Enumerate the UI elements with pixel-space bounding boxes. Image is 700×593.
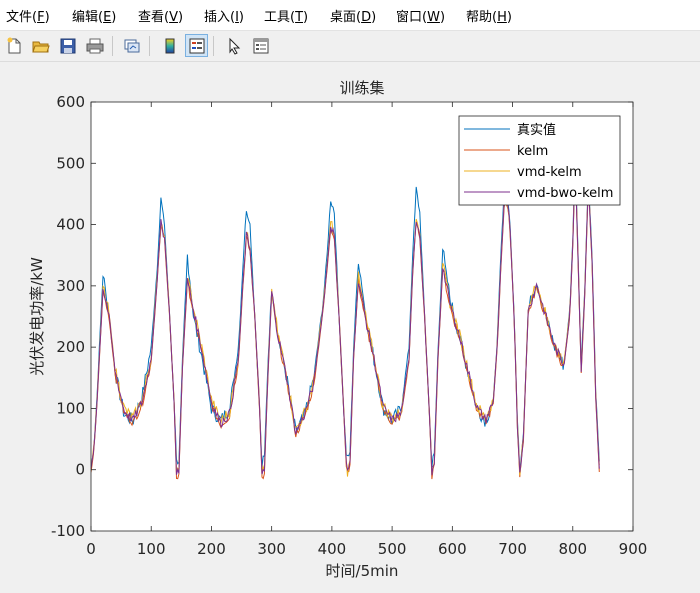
legend[interactable]: 真实值 kelm vmd-kelm vmd-bwo-kelm xyxy=(458,115,621,206)
pointer-icon xyxy=(225,37,243,55)
y-tick-label: 200 xyxy=(56,338,85,356)
legend-box xyxy=(458,115,621,206)
x-tick-label: 800 xyxy=(558,540,587,558)
legend-label-0: 真实值 xyxy=(517,122,556,138)
menu-item-7[interactable]: 帮助(H) xyxy=(466,10,512,25)
save-button[interactable] xyxy=(56,34,79,57)
legend-label-2: vmd-kelm xyxy=(517,165,582,180)
y-tick-label: 300 xyxy=(56,277,85,295)
x-tick-label: 200 xyxy=(197,540,226,558)
line-chart: 0 100 200 300 400 500 600 700 800 900-10001002003… xyxy=(0,62,700,589)
open-folder-icon xyxy=(31,37,50,55)
toolbar-separator xyxy=(149,36,150,56)
y-tick-label: 100 xyxy=(56,399,85,417)
new-file-button[interactable] xyxy=(2,34,25,57)
toolbar-separator xyxy=(213,36,214,56)
axes-frame xyxy=(90,101,634,532)
new-file-icon xyxy=(5,37,23,55)
menu-item-2[interactable]: 查看(V) xyxy=(138,10,184,25)
legend-icon xyxy=(188,37,206,55)
figure-toolbar xyxy=(0,31,700,62)
colorbar-icon xyxy=(161,37,179,55)
x-tick-label: 300 xyxy=(257,540,286,558)
y-tick-label: 600 xyxy=(56,93,85,111)
print-icon xyxy=(86,37,104,55)
x-tick-label: 100 xyxy=(137,540,166,558)
legend-label-1: kelm xyxy=(517,144,548,159)
x-tick-label: 700 xyxy=(498,540,527,558)
link-plot-button[interactable] xyxy=(120,34,143,57)
menu-item-5[interactable]: 桌面(D) xyxy=(330,10,377,25)
x-axis-label: 时间/5min xyxy=(326,562,399,580)
x-tick-label: 600 xyxy=(438,540,467,558)
x-tick-label: 900 xyxy=(619,540,648,558)
x-tick-label: 400 xyxy=(318,540,347,558)
chart-title: 训练集 xyxy=(339,79,384,97)
legend-button[interactable] xyxy=(185,34,208,57)
menu-item-3[interactable]: 插入(I) xyxy=(204,10,244,25)
figure-area: 0 100 200 300 400 500 600 700 800 900 -100 0 100 200 3… xyxy=(0,62,700,589)
menu-item-6[interactable]: 窗口(W) xyxy=(396,10,446,25)
pointer-button[interactable] xyxy=(222,34,245,57)
property-inspector-icon xyxy=(252,37,270,55)
y-tick-label: 500 xyxy=(56,154,85,172)
toolbar-separator xyxy=(112,36,113,56)
y-tick-label: -100 xyxy=(51,522,85,540)
save-icon xyxy=(59,37,77,55)
property-inspector-button[interactable] xyxy=(249,34,272,57)
x-tick-label: 0 xyxy=(86,540,96,558)
legend-label-3: vmd-bwo-kelm xyxy=(517,186,613,201)
series-line-3 xyxy=(91,163,600,476)
ticks-layer: 0 100 200 300 400 500 600 700 800 900-10001002003… xyxy=(51,93,647,558)
series-layer xyxy=(91,147,600,480)
menu-item-0[interactable]: 文件(F) xyxy=(6,10,50,25)
link-plot-icon xyxy=(123,37,141,55)
menu-item-1[interactable]: 编辑(E) xyxy=(72,10,117,25)
y-axis-label: 光伏发电功率/kW xyxy=(28,257,46,376)
open-folder-button[interactable] xyxy=(29,34,52,57)
x-tick-label: 500 xyxy=(378,540,407,558)
y-tick-label: 400 xyxy=(56,216,85,234)
colorbar-button[interactable] xyxy=(158,34,181,57)
menu-bar: 文件(F) 编辑(E) 查看(V) 插入(I) 工具(T) 桌面(D) 窗口(W) 帮助(H) xyxy=(0,0,700,31)
print-button[interactable] xyxy=(83,34,106,57)
menu-item-4[interactable]: 工具(T) xyxy=(264,10,309,25)
y-tick-label: 0 xyxy=(75,461,85,479)
